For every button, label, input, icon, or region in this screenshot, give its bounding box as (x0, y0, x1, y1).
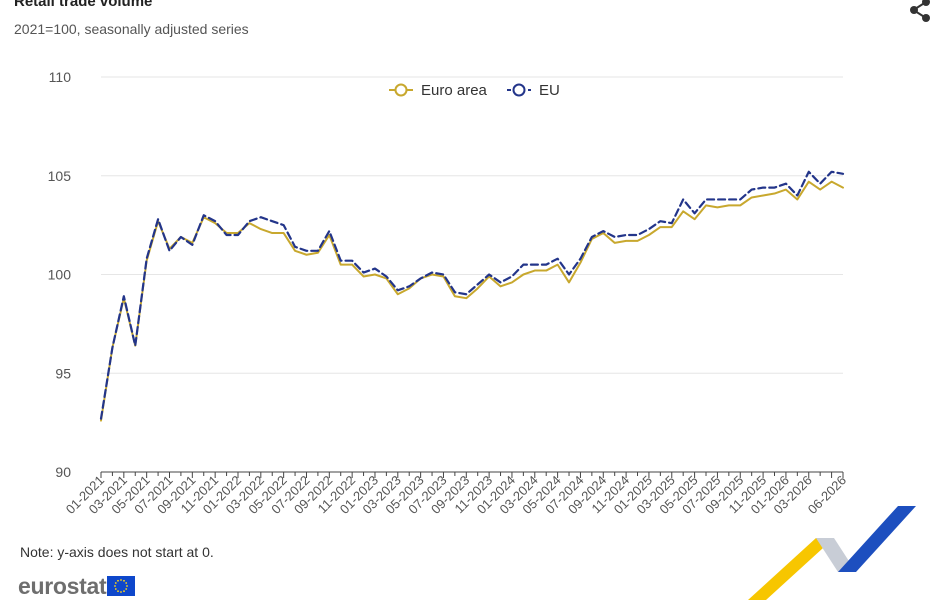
flag-star (120, 591, 123, 593)
flag-star (123, 579, 126, 582)
y-tick-label: 95 (55, 365, 71, 381)
legend-eu-symbol-marker (512, 83, 526, 97)
legend-euro-area-label: Euro area (421, 82, 488, 99)
y-tick-label: 105 (48, 168, 72, 184)
chart-title: Retail trade volume (14, 0, 153, 10)
chart-subtitle: 2021=100, seasonally adjusted series (14, 21, 249, 37)
flag-star (115, 582, 118, 584)
flag-star (120, 579, 123, 581)
y-tick-label: 100 (48, 267, 72, 283)
flag-star (125, 588, 128, 590)
flag-star (115, 588, 118, 590)
y-tick-label: 90 (55, 464, 71, 480)
flag-star (117, 590, 120, 593)
retail-trade-chart: 909510010511001-202103-202105-202107-202… (48, 69, 849, 517)
corner-decoration (748, 506, 916, 600)
flag-star (125, 582, 128, 584)
legend-euro-area-symbol-marker (394, 83, 408, 97)
flag-star (114, 585, 117, 587)
share-icon (910, 0, 930, 22)
eurostat-logo[interactable]: eurostat (18, 571, 136, 601)
legend-eu-label: EU (539, 82, 560, 99)
y-tick-label: 110 (49, 69, 72, 85)
eu-flag-icon (107, 576, 136, 596)
share-button[interactable] (906, 0, 934, 24)
flag-star (126, 585, 129, 587)
logo-text: eurostat (18, 572, 107, 599)
series-line-euro-area (100, 180, 844, 422)
y-axis-note: Note: y-axis does not start at 0. (20, 544, 214, 560)
series-line-eu (99, 170, 845, 420)
flag-star (123, 590, 126, 593)
flag-star (117, 579, 120, 582)
